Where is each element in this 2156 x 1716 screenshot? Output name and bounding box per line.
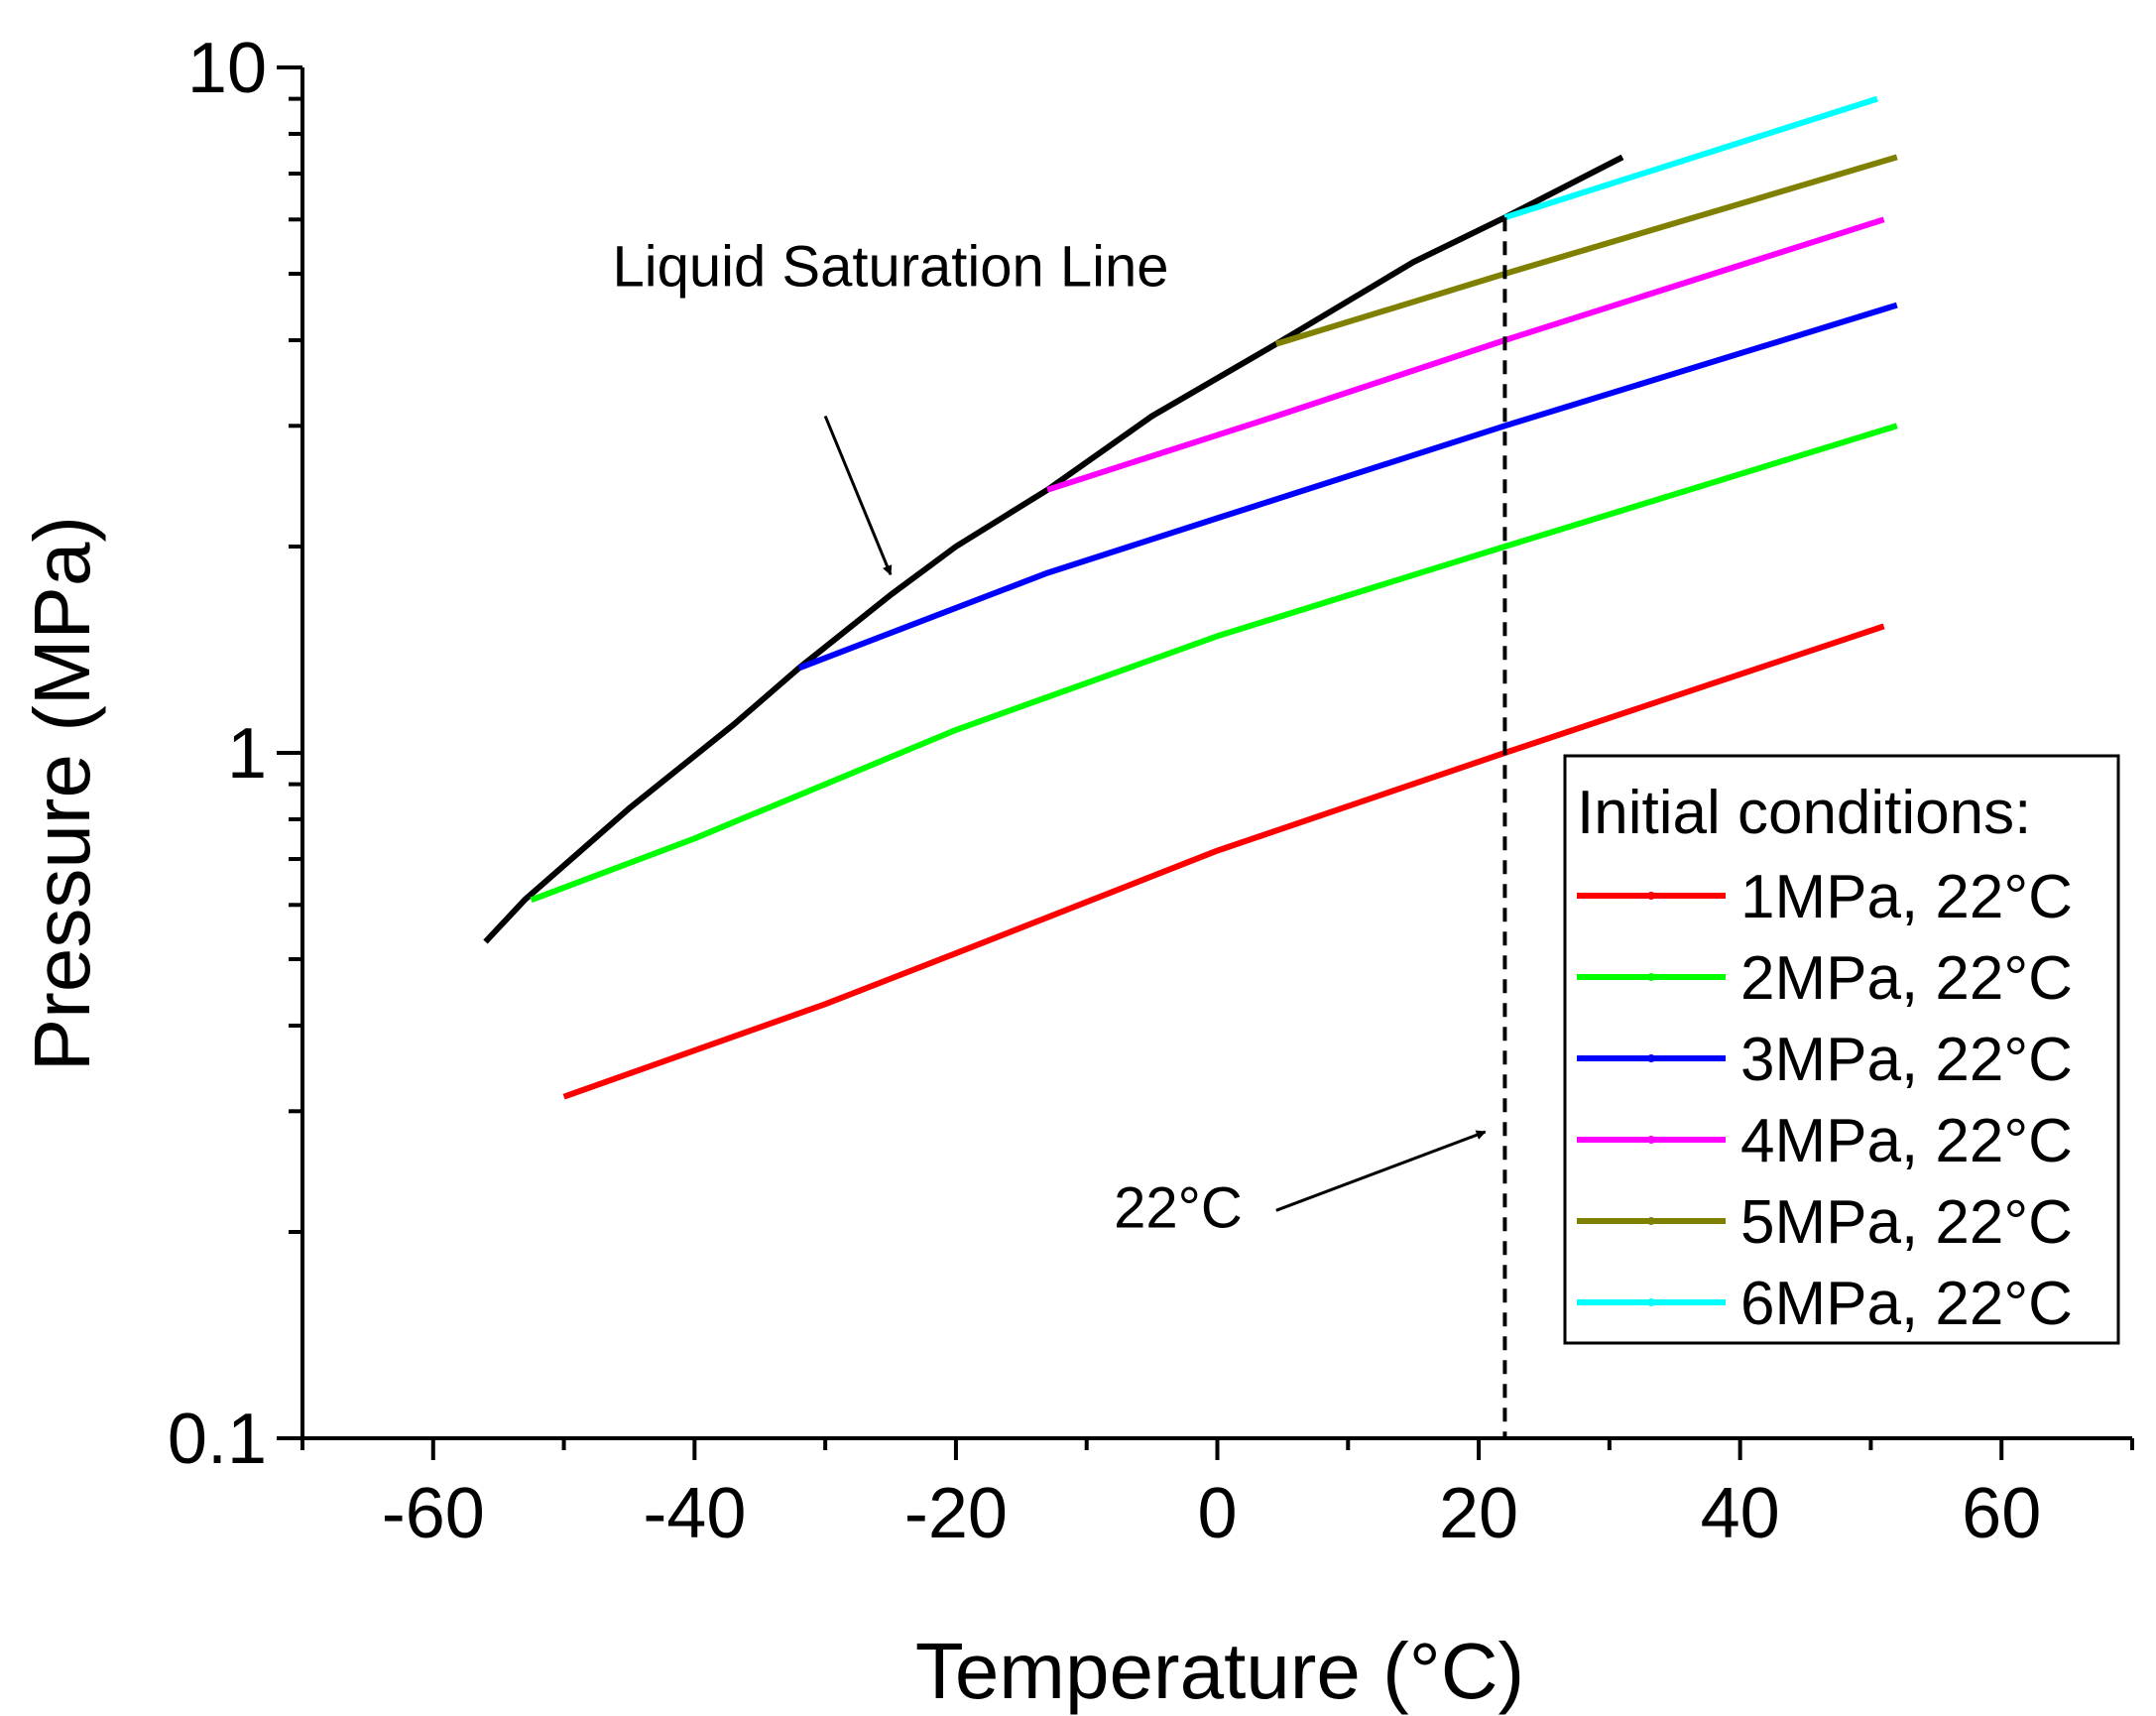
legend-label-3mpa: 3MPa, 22°C [1740,1026,2073,1094]
legend-items: 1MPa, 22°C 2MPa, 22°C 3MPa, 22°C 4MPa, 22°C… [1577,863,2073,1338]
y-ticks: 0.1 1 10 [168,29,302,1479]
legend-label-5mpa: 5MPa, 22°C [1740,1188,2073,1257]
x-tick-label: 0 [1197,1474,1237,1553]
legend-label-6mpa: 6MPa, 22°C [1740,1270,2073,1338]
legend-label-2mpa: 2MPa, 22°C [1740,944,2073,1013]
x-tick-label: 20 [1439,1474,1518,1553]
legend: Initial conditions: 1MPa, 22°C 2MPa, 22°C… [1563,754,2120,1345]
y-axis-title: Pressure (MPa) [18,516,106,1071]
legend-marker-2mpa [1647,973,1655,981]
series-1mpa [562,623,1885,1100]
series-2mpa [530,423,1898,904]
legend-box [1563,754,2120,1345]
series-3mpa [797,302,1898,672]
axes: -60 -40 -20 0 20 40 60 0.1 1 10 Temperature (°C)… [18,29,2134,1715]
x-tick-label: -40 [643,1474,746,1553]
x-tick-label: 40 [1701,1474,1780,1553]
x-ticks: -60 -40 -20 0 20 40 60 [300,1438,2134,1553]
annotation-22c-label: 22°C [1114,1176,1243,1241]
liquid-saturation-line [483,154,1624,944]
annotation-layer: Liquid Saturation Line 22°C [612,234,1487,1241]
legend-label-1mpa: 1MPa, 22°C [1740,863,2073,931]
annotation-saturation-arrow [823,415,893,576]
series-4mpa [1046,216,1885,493]
y-tick-label: 0.1 [168,1400,267,1479]
x-tick-label: -60 [382,1474,485,1553]
x-tick-label: -20 [904,1474,1008,1553]
annotation-saturation-label: Liquid Saturation Line [612,234,1168,299]
legend-marker-5mpa [1647,1217,1655,1225]
x-tick-label: 60 [1962,1474,2041,1553]
y-tick-label: 10 [187,29,267,108]
legend-marker-4mpa [1647,1136,1655,1144]
legend-marker-6mpa [1647,1298,1655,1306]
annotation-22c-arrow [1275,1130,1487,1212]
legend-marker-3mpa [1647,1054,1655,1062]
legend-title: Initial conditions: [1577,779,2031,847]
y-tick-label: 1 [227,714,267,794]
legend-label-4mpa: 4MPa, 22°C [1740,1107,2073,1175]
x-axis-title: Temperature (°C) [915,1627,1524,1715]
plot-area: Liquid Saturation Line 22°C [483,95,1898,1438]
legend-marker-1mpa [1647,892,1655,900]
series-6mpa [1503,95,1878,221]
